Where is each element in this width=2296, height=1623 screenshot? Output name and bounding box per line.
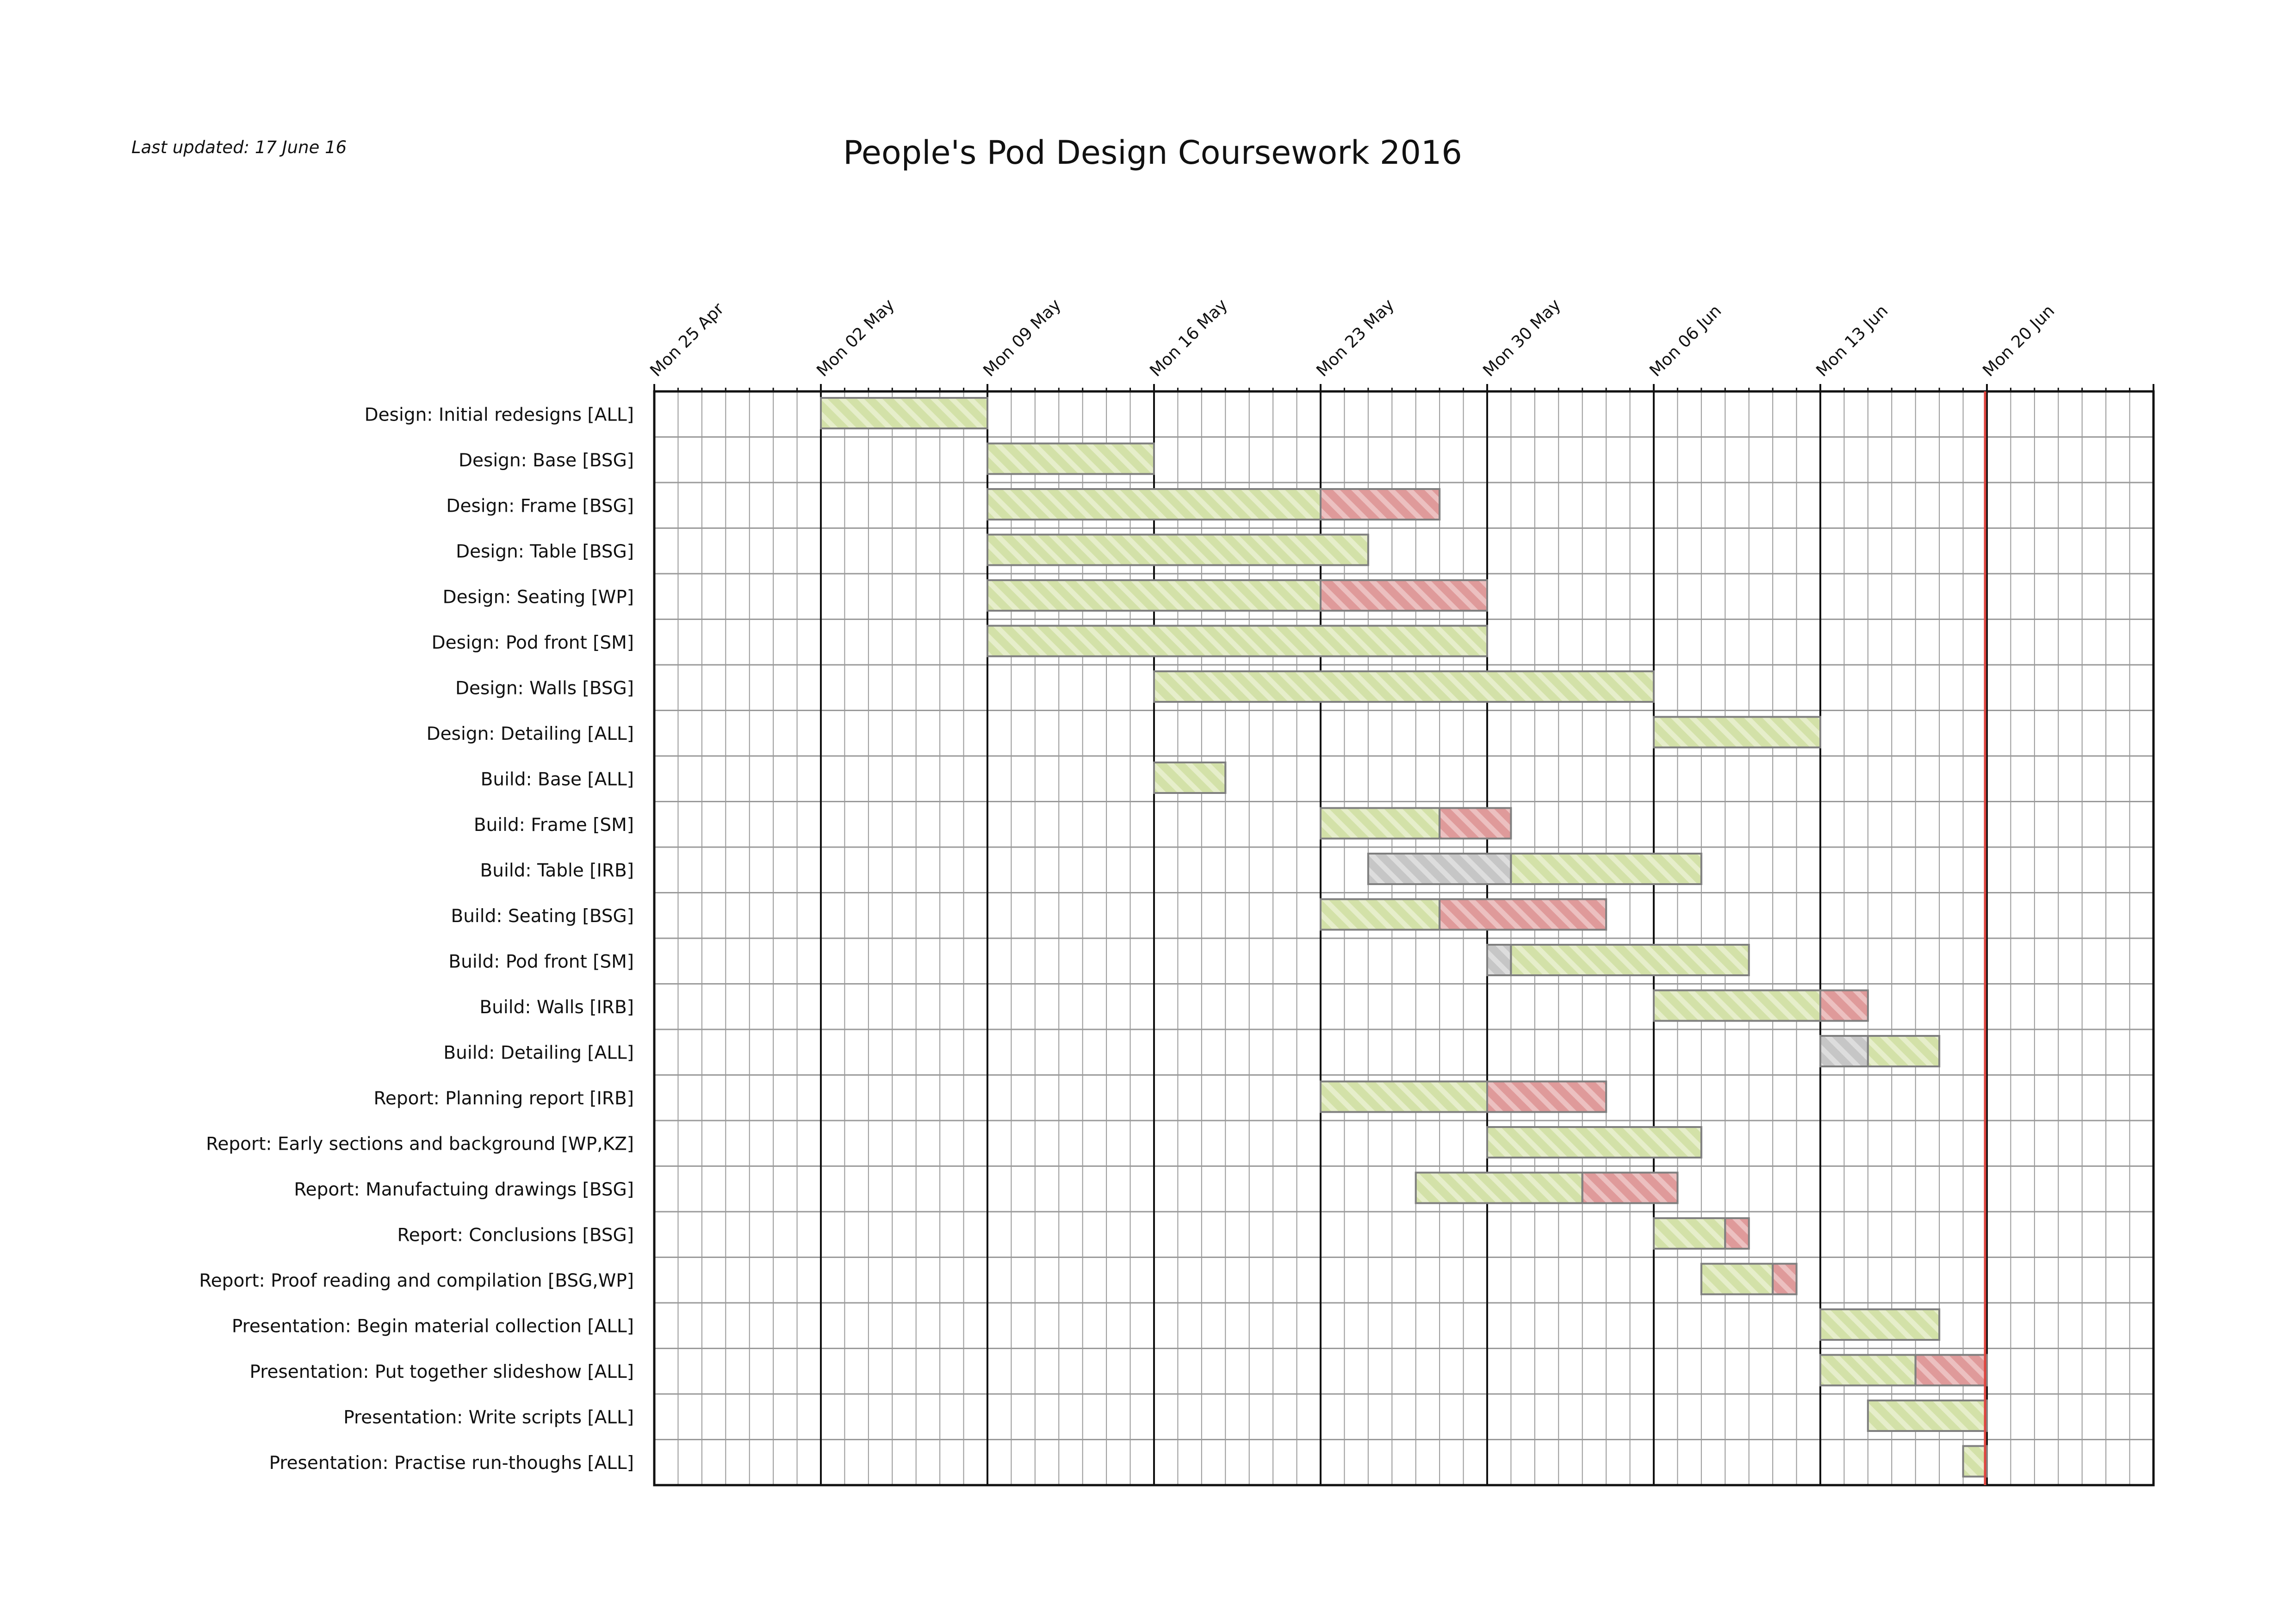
task-bar-planned bbox=[1320, 898, 1441, 931]
task-bar-planned bbox=[1653, 1217, 1726, 1250]
task-bar-planned bbox=[987, 533, 1369, 566]
task-label: Presentation: Practise run-thoughs [ALL] bbox=[269, 1453, 634, 1474]
task-label: Presentation: Put together slideshow [AL… bbox=[249, 1362, 634, 1382]
task-label: Report: Manufactuing drawings [BSG] bbox=[294, 1179, 634, 1200]
task-label: Build: Base [ALL] bbox=[481, 769, 634, 790]
date-tick-label: Mon 13 Jun bbox=[1812, 301, 1892, 380]
date-tick-label: Mon 23 May bbox=[1313, 295, 1398, 380]
task-label: Design: Table [BSG] bbox=[456, 541, 634, 562]
date-tick-label: Mon 25 Apr bbox=[646, 299, 727, 380]
task-bar-planned bbox=[1653, 716, 1821, 749]
task-label: Design: Frame [BSG] bbox=[446, 496, 634, 516]
task-bar-planned bbox=[1819, 1308, 1941, 1341]
task-label: Build: Detailing [ALL] bbox=[443, 1042, 634, 1063]
task-bar-planned bbox=[1415, 1171, 1583, 1204]
task-label: Report: Early sections and background [W… bbox=[206, 1134, 634, 1154]
task-bar-overrun bbox=[1439, 898, 1607, 931]
task-bar-planned bbox=[1653, 989, 1821, 1022]
task-bar-planned bbox=[1486, 1126, 1702, 1158]
task-bar-overrun bbox=[1320, 488, 1441, 520]
task-label: Design: Initial redesigns [ALL] bbox=[365, 404, 634, 425]
task-label: Design: Detailing [ALL] bbox=[427, 724, 634, 744]
date-tick-label: Mon 20 Jun bbox=[1979, 301, 2058, 380]
task-label: Report: Conclusions [BSG] bbox=[397, 1225, 634, 1245]
task-bar-overrun bbox=[1819, 989, 1869, 1022]
task-bar-overrun bbox=[1439, 807, 1512, 840]
date-tick-label: Mon 06 Jun bbox=[1646, 301, 1725, 380]
task-label: Presentation: Write scripts [ALL] bbox=[343, 1407, 634, 1428]
task-bar-planned bbox=[987, 442, 1155, 475]
task-label: Build: Walls [IRB] bbox=[479, 997, 634, 1018]
task-bar-planned bbox=[1510, 944, 1750, 976]
task-bar-planned bbox=[987, 488, 1322, 520]
task-label: Build: Seating [BSG] bbox=[451, 906, 634, 927]
date-tick-label: Mon 09 May bbox=[980, 295, 1065, 380]
task-bar-planned bbox=[820, 397, 988, 429]
task-bar-planned bbox=[1867, 1035, 1941, 1067]
task-bar-delay bbox=[1819, 1035, 1869, 1067]
task-bar-overrun bbox=[1772, 1263, 1798, 1295]
task-label: Report: Proof reading and compilation [B… bbox=[199, 1270, 634, 1291]
chart-title: People's Pod Design Coursework 2016 bbox=[843, 134, 1462, 172]
task-bar-planned bbox=[987, 579, 1322, 612]
task-labels: Design: Initial redesigns [ALL] Design: B… bbox=[199, 404, 634, 1474]
task-bar-planned bbox=[1153, 762, 1227, 794]
task-label: Design: Base [BSG] bbox=[459, 450, 634, 471]
task-bar-planned bbox=[1510, 853, 1702, 885]
task-bar-overrun bbox=[1724, 1217, 1750, 1250]
task-bar-planned bbox=[1320, 1080, 1488, 1113]
task-bar-planned bbox=[1153, 670, 1655, 703]
task-label: Report: Planning report [IRB] bbox=[373, 1088, 634, 1109]
date-tick-label: Mon 16 May bbox=[1146, 295, 1231, 380]
task-bar-overrun bbox=[1320, 579, 1488, 612]
task-bar-planned bbox=[1700, 1263, 1774, 1295]
task-label: Design: Walls [BSG] bbox=[455, 678, 634, 699]
task-label: Presentation: Begin material collection … bbox=[232, 1316, 634, 1337]
task-bar-overrun bbox=[1914, 1354, 1988, 1387]
task-bar-planned bbox=[1819, 1354, 1917, 1387]
date-tick-labels: Mon 25 Apr Mon 02 May Mon 09 May Mon 16 May… bbox=[646, 295, 2058, 380]
task-bar-overrun bbox=[1581, 1171, 1679, 1204]
last-updated-note: Last updated: 17 June 16 bbox=[131, 137, 347, 157]
task-bar-planned bbox=[1320, 807, 1441, 840]
chart-frame bbox=[653, 390, 2155, 1487]
task-bar-delay bbox=[1486, 944, 1512, 976]
task-label: Build: Frame [SM] bbox=[474, 815, 634, 836]
chart-grid bbox=[653, 384, 2155, 1487]
task-bars bbox=[820, 397, 1988, 1478]
task-label: Design: Seating [WP] bbox=[443, 587, 634, 607]
task-bar-planned bbox=[1867, 1400, 1988, 1432]
task-bar-overrun bbox=[1486, 1080, 1607, 1113]
task-label: Design: Pod front [SM] bbox=[432, 632, 634, 653]
task-label: Build: Table [IRB] bbox=[480, 860, 634, 881]
task-bar-delay bbox=[1367, 853, 1512, 885]
task-label: Build: Pod front [SM] bbox=[448, 951, 634, 972]
date-tick-label: Mon 30 May bbox=[1479, 295, 1564, 380]
date-tick-label: Mon 02 May bbox=[813, 295, 898, 380]
task-bar-planned bbox=[987, 625, 1488, 657]
task-bar-planned bbox=[1962, 1445, 1988, 1478]
